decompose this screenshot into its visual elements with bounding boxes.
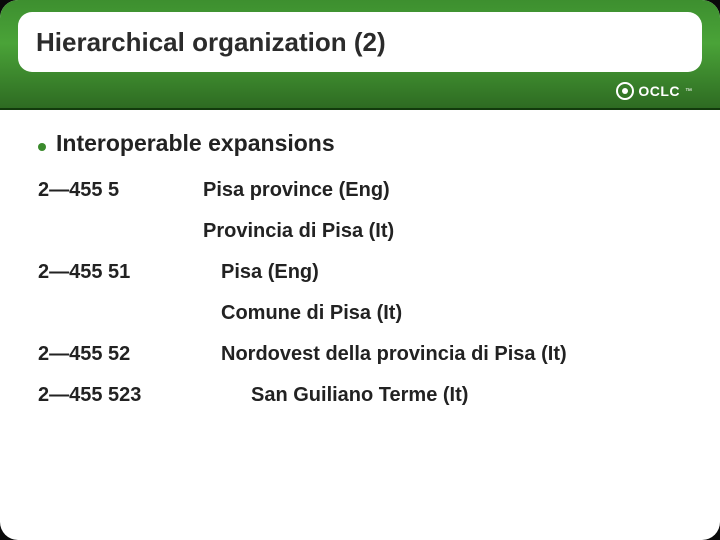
classification-desc: Provincia di Pisa (It) [203, 220, 692, 243]
classification-code: 2—455 52 [38, 343, 203, 366]
bullet-text: Interoperable expansions [56, 130, 335, 157]
oclc-logo-text: OCLC [638, 83, 680, 99]
list-item: Comune di Pisa (It) [38, 302, 692, 325]
classification-desc: Pisa (Eng) [203, 261, 692, 284]
list-item: 2—455 523 San Guiliano Terme (It) [38, 384, 692, 407]
classification-desc: Comune di Pisa (It) [203, 302, 692, 325]
list-item: Provincia di Pisa (It) [38, 220, 692, 243]
bullet-dot-icon [38, 143, 46, 151]
slide-title: Hierarchical organization (2) [36, 27, 386, 58]
trademark-symbol: ™ [685, 88, 692, 95]
list-item: 2—455 52 Nordovest della provincia di Pi… [38, 343, 692, 366]
oclc-logo-icon [616, 82, 634, 100]
slide: Hierarchical organization (2) OCLC ™ Int… [0, 0, 720, 540]
classification-code: 2—455 51 [38, 261, 203, 284]
bullet-item: Interoperable expansions [38, 130, 692, 157]
classification-code: 2—455 5 [38, 179, 203, 202]
list-item: 2—455 5 Pisa province (Eng) [38, 179, 692, 202]
classification-desc: San Guiliano Terme (It) [203, 384, 692, 407]
list-item: 2—455 51 Pisa (Eng) [38, 261, 692, 284]
classification-desc: Nordovest della provincia di Pisa (It) [203, 343, 692, 366]
oclc-logo: OCLC ™ [616, 82, 692, 100]
content-area: Interoperable expansions 2—455 5 Pisa pr… [38, 130, 692, 520]
title-area: Hierarchical organization (2) [18, 12, 702, 72]
classification-code: 2—455 523 [38, 384, 203, 407]
classification-desc: Pisa province (Eng) [203, 179, 692, 202]
